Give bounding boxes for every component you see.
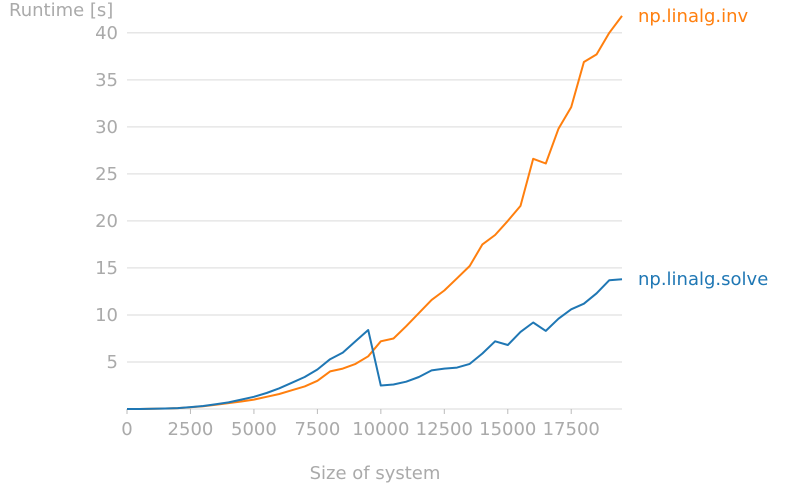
y-tick-label: 15	[95, 258, 118, 279]
x-tick-label: 15000	[479, 419, 536, 440]
y-axis: 5 10 15 20 25 30 35 40	[95, 23, 118, 373]
y-tick-label: 40	[95, 23, 118, 44]
x-tick-label: 0	[121, 419, 132, 440]
y-axis-title: Runtime [s]	[9, 0, 113, 21]
x-tick-label: 17500	[543, 419, 600, 440]
series-line-np-linalg-solve	[127, 278, 623, 410]
x-axis: 0 2500 5000 7500 10000 12500 15000 17500	[121, 409, 600, 440]
series-labels: np.linalg.inv np.linalg.solve	[638, 6, 768, 290]
y-tick-label: 25	[95, 164, 118, 185]
gridlines	[127, 32, 622, 410]
series-label: np.linalg.solve	[638, 269, 768, 290]
series-line-np-linalg-inv	[127, 15, 623, 410]
x-tick-label: 5000	[231, 419, 277, 440]
y-tick-label: 5	[107, 352, 118, 373]
x-axis-title: Size of system	[310, 463, 441, 484]
x-tick-label: 10000	[352, 419, 409, 440]
y-tick-label: 10	[95, 305, 118, 326]
series-label: np.linalg.inv	[638, 6, 749, 27]
x-tick-label: 12500	[416, 419, 473, 440]
x-tick-label: 2500	[168, 419, 214, 440]
y-tick-label: 35	[95, 70, 118, 91]
y-tick-label: 30	[95, 117, 118, 138]
y-tick-label: 20	[95, 211, 118, 232]
series-lines	[127, 15, 623, 410]
x-tick-label: 7500	[294, 419, 340, 440]
